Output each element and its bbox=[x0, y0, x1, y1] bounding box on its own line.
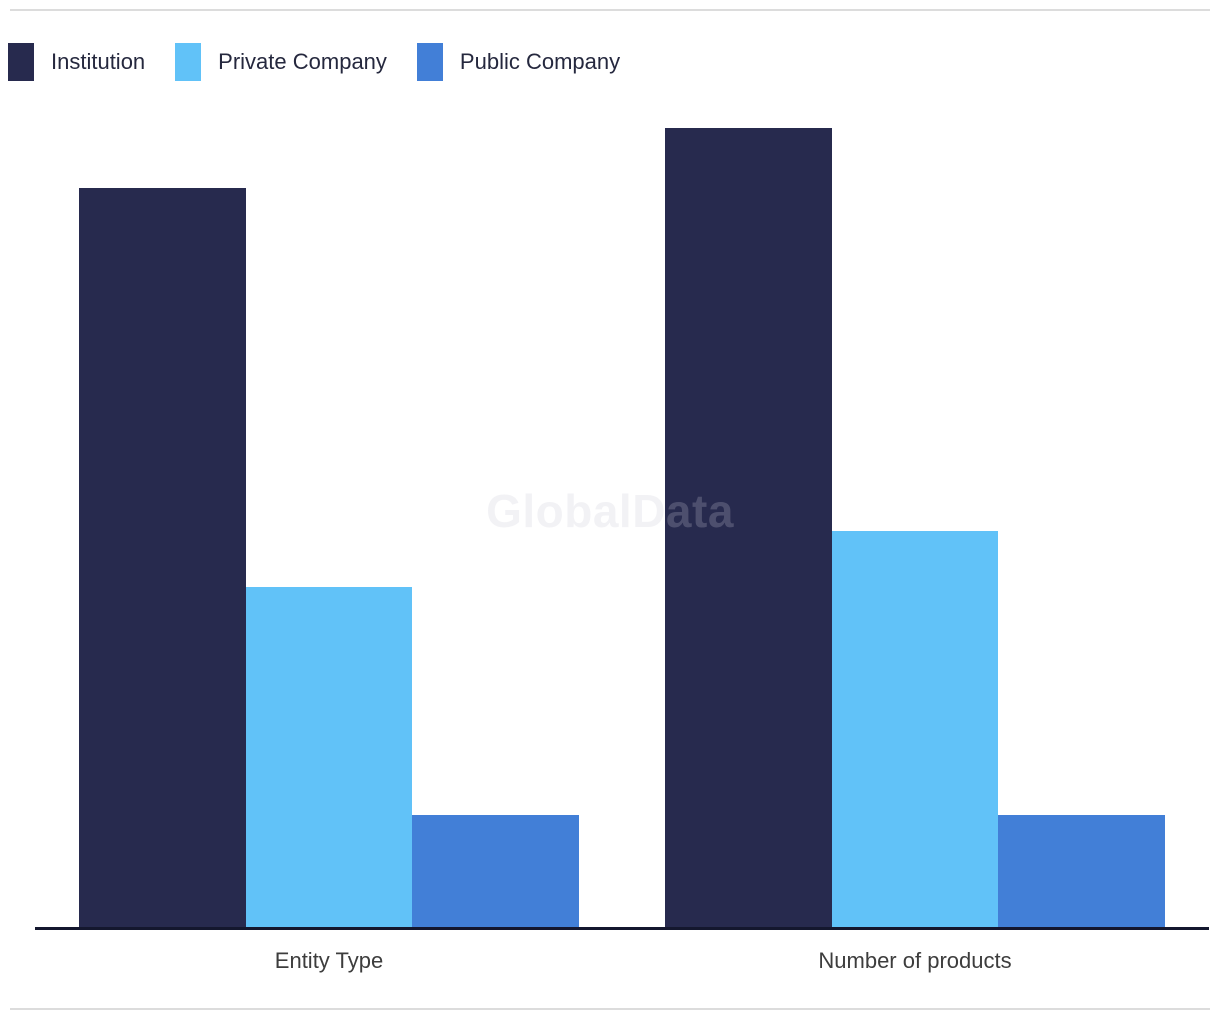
bar-group-number-of-products bbox=[665, 128, 1166, 927]
bar-public-company-entity-type[interactable] bbox=[412, 815, 580, 927]
legend-swatch-icon bbox=[8, 43, 34, 81]
bottom-divider bbox=[10, 1008, 1210, 1010]
plot-area bbox=[35, 127, 1209, 927]
bar-private-company-number-of-products[interactable] bbox=[831, 531, 999, 927]
bar-institution-entity-type[interactable] bbox=[79, 188, 246, 927]
bar-institution-number-of-products[interactable] bbox=[665, 128, 832, 927]
top-divider bbox=[10, 9, 1210, 11]
legend-item-institution[interactable]: Institution bbox=[8, 43, 145, 81]
legend-label: Private Company bbox=[218, 49, 387, 74]
legend-label: Institution bbox=[51, 49, 146, 74]
x-axis-line bbox=[35, 927, 1209, 930]
x-axis-label-entity-type: Entity Type bbox=[274, 948, 384, 973]
bar-public-company-number-of-products[interactable] bbox=[998, 815, 1166, 927]
chart-legend: Institution Private Company Public Company bbox=[8, 43, 650, 81]
bar-private-company-entity-type[interactable] bbox=[245, 587, 413, 927]
x-axis-labels: Entity Type Number of products bbox=[35, 948, 1209, 974]
legend-swatch-icon bbox=[175, 43, 202, 81]
legend-item-private-company[interactable]: Private Company bbox=[175, 43, 387, 81]
x-axis-label-number-of-products: Number of products bbox=[818, 948, 1012, 973]
legend-item-public-company[interactable]: Public Company bbox=[416, 43, 621, 81]
legend-swatch-icon bbox=[416, 43, 443, 81]
legend-label: Public Company bbox=[459, 49, 621, 74]
bar-group-entity-type bbox=[79, 188, 580, 927]
